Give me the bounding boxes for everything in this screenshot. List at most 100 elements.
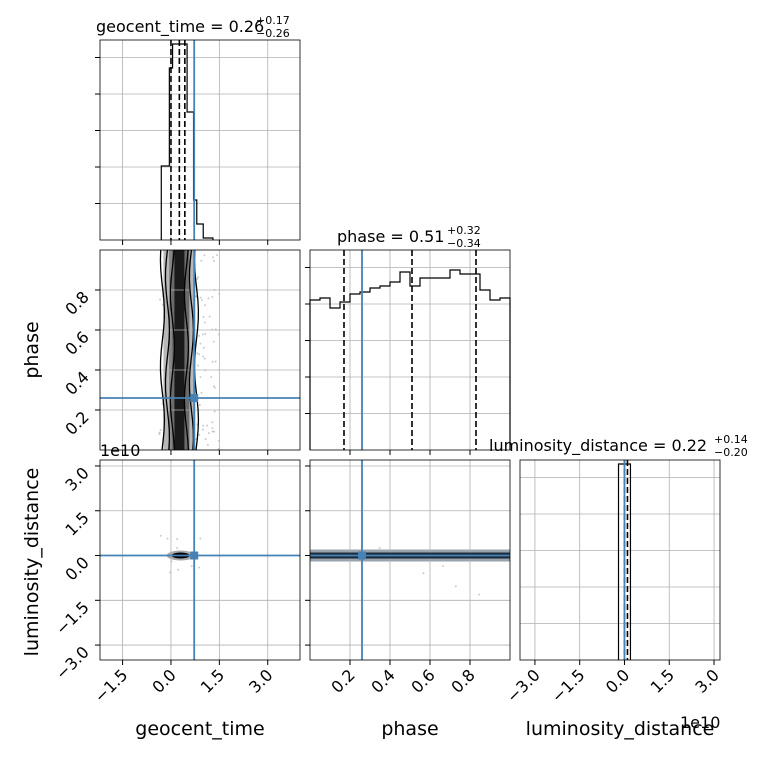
scatter-point	[214, 360, 217, 363]
scatter-point	[166, 537, 169, 540]
scatter-point	[201, 428, 204, 431]
scatter-point	[202, 424, 205, 427]
tick-label-y: 1.5	[61, 508, 92, 539]
scatter-point	[176, 547, 179, 550]
scatter-point	[208, 315, 211, 318]
density-layer	[158, 249, 510, 596]
title-luminosity-distance-plus: +0.14	[714, 433, 748, 446]
title-phase-minus: −0.34	[447, 237, 481, 250]
frame-layer	[99, 39, 721, 661]
tick-label-y: 0.6	[61, 327, 92, 358]
contour-line	[164, 249, 171, 451]
scatter-point	[206, 443, 209, 446]
tick-label-y: −3.0	[52, 642, 93, 683]
title-phase: phase = 0.51	[337, 227, 444, 246]
contour-line	[169, 249, 176, 451]
scatter-point	[206, 424, 209, 427]
scatter-point	[213, 385, 216, 388]
scatter-point	[212, 256, 215, 259]
histogram-phase	[309, 269, 511, 450]
tick-label-x: 0.0	[602, 665, 633, 696]
panel-frame	[519, 459, 721, 661]
panel-frame	[309, 249, 511, 451]
panel-frame	[99, 459, 301, 661]
tick-label-x: −3.0	[503, 665, 544, 706]
scatter-point	[198, 353, 201, 356]
scatter-point	[169, 571, 172, 574]
xlabel-geocent-time: geocent_time	[135, 718, 264, 740]
truth-marker	[190, 551, 199, 560]
scatter-point	[176, 538, 179, 541]
scatter-point	[203, 321, 206, 324]
tick-label-x: 0.8	[447, 665, 478, 696]
scatter-point	[202, 316, 205, 319]
scatter-point	[198, 403, 201, 406]
scatter-point	[158, 431, 161, 434]
offset-label-y: 1e10	[100, 441, 140, 460]
tick-label-x: 1.5	[197, 665, 228, 696]
tick-label-x: 1.5	[647, 665, 678, 696]
tick-label-x: 3.0	[691, 665, 722, 696]
data-layer	[159, 40, 632, 660]
panel-frame	[99, 39, 301, 241]
title-luminosity-distance: luminosity_distance = 0.22	[489, 436, 707, 456]
tick-label-x: 0.2	[327, 665, 358, 696]
ylabel-phase: phase	[21, 321, 43, 378]
tick-label-x: 3.0	[245, 665, 276, 696]
scatter-point	[202, 355, 205, 358]
tick-label-x: 0.0	[148, 665, 179, 696]
contour-line	[193, 249, 200, 451]
contour-line	[159, 249, 166, 451]
tick-label-x: 0.6	[407, 665, 438, 696]
xlabel-phase: phase	[381, 718, 438, 740]
tick-label-x: −1.5	[548, 665, 589, 706]
panel-frame	[99, 249, 301, 451]
tick-label-y: 0.0	[61, 553, 92, 584]
title-geocent-time: geocent_time = 0.26	[96, 17, 264, 37]
panel-frame	[309, 459, 511, 661]
truth-marker	[190, 394, 199, 402]
density-peak	[174, 250, 185, 450]
scatter-point	[202, 346, 205, 349]
tick-label-y: 0.8	[61, 287, 92, 318]
scatter-point	[197, 276, 200, 279]
scatter-point	[190, 565, 193, 568]
scatter-point	[199, 376, 202, 379]
scatter-point	[442, 565, 445, 568]
tick-label-y: 3.0	[61, 463, 92, 494]
histogram-geocent_time	[160, 43, 214, 240]
scatter-point	[196, 352, 199, 355]
scatter-point	[198, 566, 201, 569]
tick-label-y: 0.2	[61, 407, 92, 438]
scatter-point	[201, 333, 204, 336]
scatter-point	[204, 332, 207, 335]
scatter-point	[454, 585, 457, 588]
offset-label-x: 1e10	[680, 713, 720, 732]
contour-line	[188, 249, 195, 451]
scatter-point	[196, 277, 199, 280]
scatter-point	[203, 254, 206, 257]
scatter-point	[207, 432, 210, 435]
scatter-point	[197, 334, 200, 337]
tick-label-x: −1.5	[90, 665, 131, 706]
scatter-point	[159, 429, 162, 432]
scatter-point	[199, 537, 202, 540]
truth-layer	[100, 40, 626, 660]
scatter-point	[186, 557, 189, 560]
scatter-point	[200, 391, 203, 394]
title-geocent-time-minus: −0.26	[256, 27, 290, 40]
scatter-point	[204, 304, 207, 307]
tick-label-y: 0.4	[61, 367, 92, 398]
title-phase-plus: +0.32	[447, 224, 481, 237]
scatter-point	[478, 593, 481, 596]
scatter-point	[158, 433, 161, 436]
xlabel-luminosity-distance: luminosity_distance	[526, 718, 715, 740]
scatter-point	[207, 297, 210, 300]
scatter-point	[211, 296, 214, 299]
scatter-point	[203, 357, 206, 360]
scatter-point	[159, 298, 162, 301]
scatter-point	[211, 360, 214, 363]
scatter-point	[198, 433, 201, 436]
contour-line	[183, 249, 190, 451]
